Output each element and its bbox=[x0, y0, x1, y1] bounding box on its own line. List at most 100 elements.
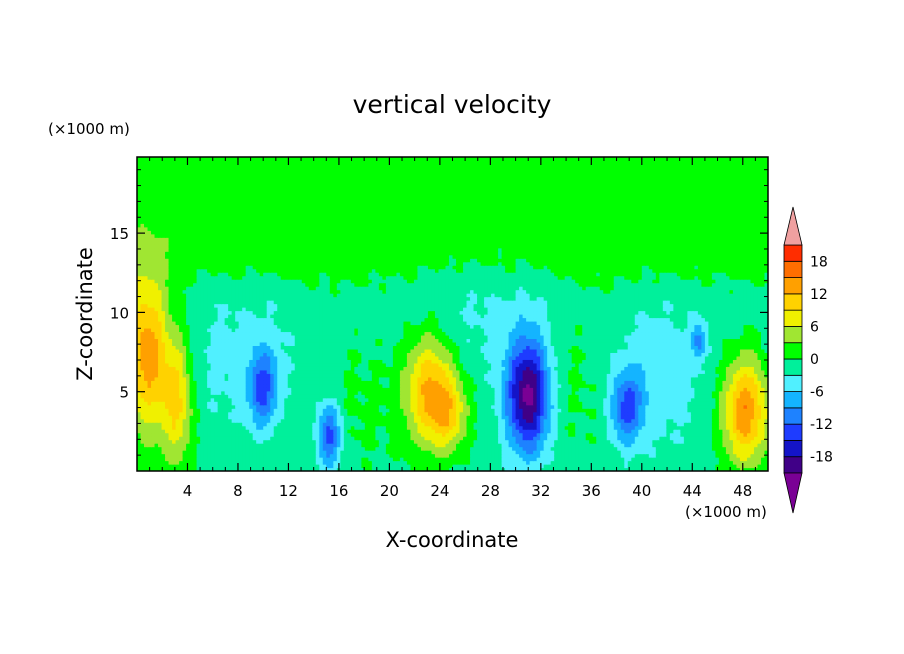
field-cell bbox=[666, 453, 671, 458]
field-cell bbox=[336, 394, 341, 399]
field-cell bbox=[410, 380, 415, 385]
field-cell bbox=[368, 467, 373, 471]
field-cell bbox=[676, 450, 681, 455]
field-cell bbox=[533, 450, 538, 455]
field-cell bbox=[294, 373, 299, 378]
field-cell bbox=[687, 387, 692, 392]
field-cell bbox=[592, 436, 597, 441]
field-cell bbox=[694, 439, 699, 444]
field-cell bbox=[599, 387, 604, 392]
field-cell bbox=[484, 450, 489, 455]
field-cell bbox=[389, 394, 394, 399]
field-cell bbox=[256, 425, 261, 430]
field-cell bbox=[406, 401, 412, 406]
field-cell bbox=[753, 450, 759, 455]
field-cell bbox=[256, 380, 261, 385]
field-cell bbox=[445, 390, 450, 395]
field-cell bbox=[743, 464, 748, 469]
field-cell bbox=[389, 425, 394, 430]
field-cell bbox=[301, 394, 306, 399]
field-cell bbox=[680, 383, 685, 388]
field-cell bbox=[161, 429, 166, 434]
field-cell bbox=[434, 429, 440, 434]
field-cell bbox=[477, 394, 482, 399]
field-cell bbox=[729, 439, 734, 444]
field-cell bbox=[452, 376, 457, 381]
field-cell bbox=[175, 453, 180, 458]
field-cell bbox=[498, 436, 503, 441]
field-cell bbox=[704, 439, 710, 444]
field-cell bbox=[385, 380, 390, 385]
field-cell bbox=[648, 415, 653, 420]
field-cell bbox=[343, 401, 348, 406]
field-cell bbox=[683, 394, 688, 399]
field-cell bbox=[151, 383, 156, 388]
field-cell bbox=[589, 394, 594, 399]
field-cell bbox=[603, 422, 608, 427]
field-cell bbox=[445, 408, 450, 413]
field-cell bbox=[764, 415, 768, 420]
field-cell bbox=[701, 425, 706, 430]
field-cell bbox=[501, 439, 506, 444]
field-cell bbox=[175, 425, 180, 430]
field-cell bbox=[680, 411, 685, 416]
field-cell bbox=[182, 453, 187, 458]
field-cell bbox=[340, 390, 345, 395]
field-cell bbox=[389, 418, 394, 423]
field-cell bbox=[137, 443, 142, 448]
field-cell bbox=[200, 453, 205, 458]
field-cell bbox=[501, 453, 506, 458]
field-cell bbox=[256, 383, 261, 388]
field-cell bbox=[736, 394, 741, 399]
field-cell bbox=[638, 380, 643, 385]
field-cell bbox=[200, 422, 205, 427]
field-cell bbox=[441, 425, 447, 430]
field-cell bbox=[238, 429, 243, 434]
field-cell bbox=[151, 429, 156, 434]
field-cell bbox=[329, 376, 334, 381]
field-cell bbox=[245, 401, 250, 406]
field-cell bbox=[319, 397, 324, 402]
field-cell bbox=[228, 446, 233, 451]
field-cell bbox=[540, 408, 545, 413]
field-cell bbox=[252, 397, 257, 402]
field-cell bbox=[284, 404, 289, 409]
field-cell bbox=[620, 453, 625, 458]
field-cell bbox=[701, 380, 706, 385]
field-cell bbox=[263, 460, 268, 465]
field-cell bbox=[519, 373, 524, 378]
field-cell bbox=[168, 408, 173, 413]
field-cell bbox=[350, 422, 355, 427]
field-cell bbox=[589, 387, 594, 392]
field-cell bbox=[291, 425, 296, 430]
field-cell bbox=[648, 457, 653, 462]
field-cell bbox=[708, 464, 713, 469]
field-cell bbox=[424, 429, 429, 434]
field-cell bbox=[256, 429, 261, 434]
field-cell bbox=[540, 457, 545, 462]
field-cell bbox=[280, 429, 285, 434]
field-cell bbox=[417, 401, 422, 406]
field-cell bbox=[473, 436, 478, 441]
field-cell bbox=[448, 404, 454, 409]
field-cell bbox=[708, 439, 713, 444]
field-cell bbox=[291, 401, 296, 406]
field-cell bbox=[186, 387, 191, 392]
field-cell bbox=[673, 411, 678, 416]
field-cell bbox=[585, 467, 590, 471]
field-cell bbox=[438, 376, 443, 381]
field-cell bbox=[186, 467, 191, 471]
field-cell bbox=[613, 383, 618, 388]
field-cell bbox=[347, 436, 352, 441]
field-cell bbox=[364, 383, 369, 388]
field-cell bbox=[718, 446, 724, 451]
field-cell bbox=[137, 450, 142, 455]
field-cell bbox=[505, 439, 510, 444]
field-cell bbox=[291, 467, 296, 471]
field-cell bbox=[753, 467, 759, 471]
field-cell bbox=[298, 404, 303, 409]
field-cell bbox=[340, 387, 345, 392]
field-cell bbox=[599, 450, 604, 455]
field-cell bbox=[231, 425, 236, 430]
field-cell bbox=[256, 436, 261, 441]
